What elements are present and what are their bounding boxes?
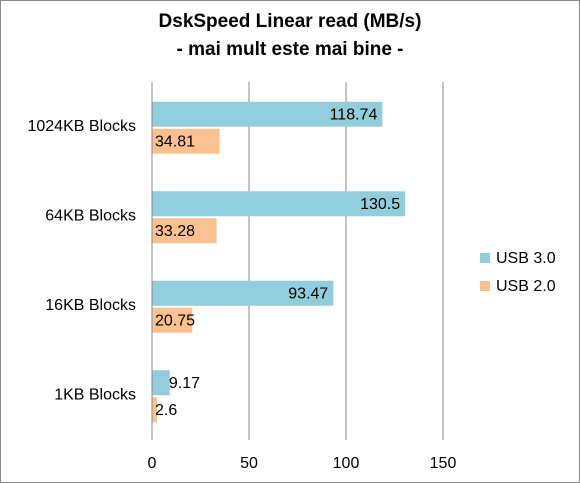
bar (152, 307, 193, 333)
data-label: 93.47 (288, 285, 328, 302)
bar (152, 191, 406, 217)
data-label: 118.74 (330, 106, 378, 123)
y-tick-label: 1KB Blocks (54, 386, 136, 403)
x-tick-label: 100 (333, 455, 360, 472)
data-label: 2.6 (155, 402, 177, 419)
data-label: 9.17 (169, 375, 200, 392)
data-label: 130.5 (360, 196, 400, 213)
legend-label: USB 2.0 (496, 278, 556, 295)
bar (152, 101, 383, 127)
bar (152, 397, 158, 423)
chart-title: DskSpeed Linear read (MB/s) (159, 11, 422, 32)
bar (152, 370, 170, 396)
data-label: 33.28 (155, 223, 195, 240)
y-tick-label: 64KB Blocks (45, 207, 136, 224)
legend-swatch (480, 281, 490, 291)
x-tick-label: 150 (430, 455, 457, 472)
x-tick-label: 50 (240, 455, 258, 472)
legend-swatch (480, 253, 490, 263)
bar (152, 280, 334, 306)
bar (152, 218, 217, 244)
y-tick-label: 16KB Blocks (45, 297, 136, 314)
data-label: 20.75 (155, 312, 195, 329)
bar (152, 128, 220, 154)
chart-subtitle: - mai mult este mai bine - (177, 39, 404, 60)
x-tick-label: 0 (148, 455, 157, 472)
data-label: 34.81 (155, 133, 195, 150)
legend-label: USB 3.0 (496, 250, 556, 267)
y-tick-label: 1024KB Blocks (27, 118, 136, 135)
